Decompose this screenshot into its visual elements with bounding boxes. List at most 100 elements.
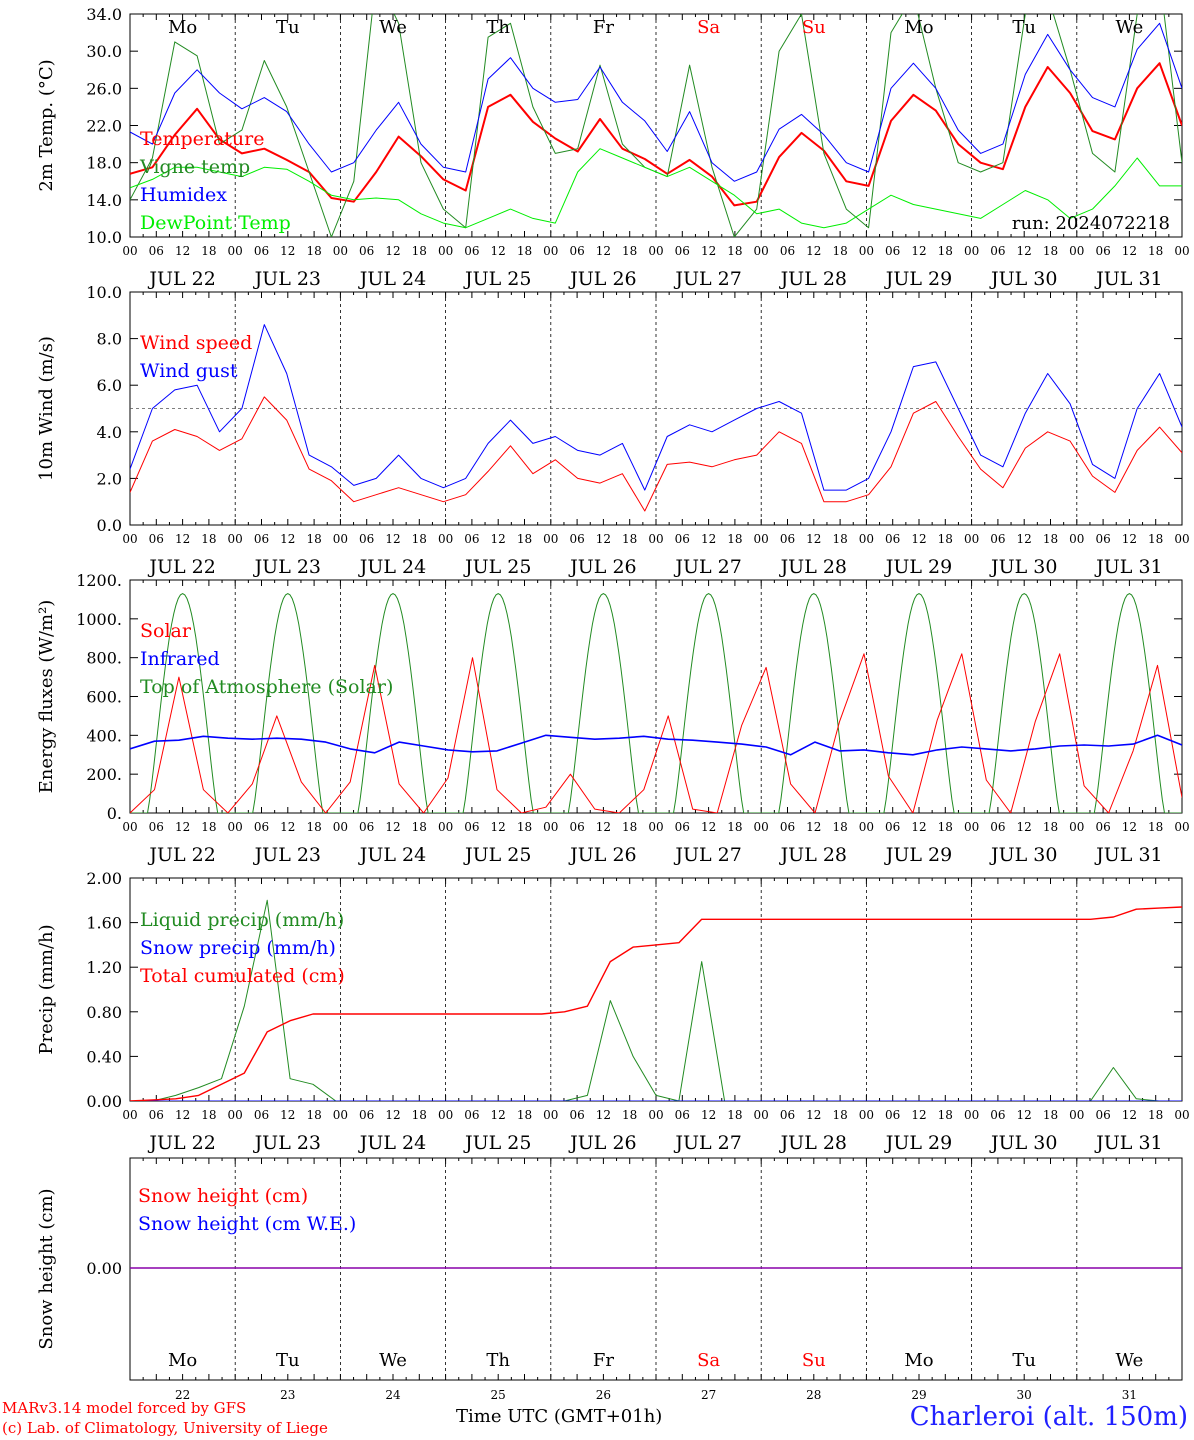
- legend-entry: DewPoint Temp: [140, 212, 291, 234]
- hour-tick-label: 18: [938, 532, 953, 546]
- hour-tick-label: 12: [175, 1108, 190, 1122]
- day-number-label: 24: [385, 1388, 401, 1402]
- hour-tick-label: 00: [964, 532, 979, 546]
- hour-tick-label: 00: [438, 1108, 453, 1122]
- date-label: JUL 23: [253, 556, 321, 578]
- hour-tick-label: 00: [122, 1108, 137, 1122]
- hour-tick-label: 12: [911, 1108, 926, 1122]
- hour-tick-label: 12: [280, 820, 295, 834]
- hour-tick-label: 18: [1148, 1108, 1163, 1122]
- hour-tick-label: 12: [491, 532, 506, 546]
- series-group: [130, 324, 1182, 512]
- hour-tick-label: 18: [306, 532, 321, 546]
- legend-entry: Snow height (cm): [138, 1185, 308, 1207]
- hour-tick-label: 00: [333, 244, 348, 258]
- y-axis-label: Precip (mm/h): [36, 924, 57, 1054]
- hour-tick-label: 18: [622, 532, 637, 546]
- hour-tick-label: 18: [306, 820, 321, 834]
- hour-tick-label: 00: [964, 820, 979, 834]
- date-label: JUL 25: [463, 556, 531, 578]
- hour-tick-label: 06: [254, 532, 269, 546]
- date-label: JUL 23: [253, 268, 321, 290]
- date-label: JUL 23: [253, 1132, 321, 1154]
- hour-tick-label: 12: [175, 532, 190, 546]
- hour-tick-label: 18: [622, 820, 637, 834]
- hour-tick-label: 18: [832, 244, 847, 258]
- hour-tick-label: 06: [1095, 820, 1110, 834]
- hour-tick-label: 06: [149, 1108, 164, 1122]
- hour-tick-label: 00: [1069, 820, 1084, 834]
- hour-tick-label: 18: [1043, 532, 1058, 546]
- day-number-label: 28: [806, 1388, 821, 1402]
- hour-tick-label: 18: [412, 820, 427, 834]
- hour-tick-label: 00: [754, 244, 769, 258]
- hour-tick-label: 18: [832, 1108, 847, 1122]
- date-label: JUL 30: [989, 1132, 1057, 1154]
- legend-entry: Snow precip (mm/h): [140, 937, 336, 959]
- y-tick-label: 4.0: [97, 423, 122, 442]
- hour-tick-label: 18: [938, 244, 953, 258]
- y-tick-label: 0.0: [97, 516, 122, 535]
- hour-tick-label: 18: [1148, 532, 1163, 546]
- date-label: JUL 24: [358, 268, 426, 290]
- weekday-label: Mo: [904, 17, 933, 38]
- hour-tick-label: 00: [543, 1108, 558, 1122]
- hour-tick-label: 06: [149, 532, 164, 546]
- y-tick-label: 400.: [86, 726, 122, 745]
- hour-tick-label: 06: [569, 1108, 584, 1122]
- weekday-label: Th: [486, 17, 510, 38]
- series-line-liquid-precip-mm-h: [130, 899, 1182, 1101]
- legend-entry: Top of Atmosphere (Solar): [140, 676, 393, 698]
- hour-tick-label: 06: [780, 820, 795, 834]
- hour-tick-label: 06: [359, 820, 374, 834]
- date-label: JUL 31: [1094, 1132, 1162, 1154]
- day-number-label: 22: [175, 1388, 190, 1402]
- hour-tick-label: 12: [701, 1108, 716, 1122]
- hour-tick-label: 06: [990, 1108, 1005, 1122]
- date-label: JUL 25: [463, 844, 531, 866]
- y-tick-label: 200.: [86, 765, 122, 784]
- hour-tick-label: 12: [1017, 244, 1032, 258]
- hour-tick-label: 12: [280, 532, 295, 546]
- hour-tick-label: 06: [990, 820, 1005, 834]
- hour-tick-label: 00: [859, 244, 874, 258]
- date-label: JUL 27: [673, 844, 741, 866]
- hour-tick-label: 18: [412, 1108, 427, 1122]
- legend-entry: Wind gust: [140, 360, 238, 382]
- weekday-label: Sa: [697, 1350, 720, 1371]
- day-number-label: 31: [1122, 1388, 1137, 1402]
- station-title: Charleroi (alt. 150m): [909, 1402, 1188, 1432]
- legend-entry: Liquid precip (mm/h): [140, 909, 344, 931]
- hour-tick-label: 12: [1122, 244, 1137, 258]
- hour-tick-label: 00: [648, 532, 663, 546]
- hour-tick-label: 06: [1095, 244, 1110, 258]
- hour-tick-label: 12: [1122, 820, 1137, 834]
- series-line-temperature: [130, 62, 1182, 207]
- hour-tick-label: 12: [806, 532, 821, 546]
- hour-tick-label: 12: [1017, 820, 1032, 834]
- hour-tick-label: 06: [359, 1108, 374, 1122]
- hour-tick-label: 12: [175, 820, 190, 834]
- weekday-label: Tu: [1012, 1350, 1036, 1371]
- panel-4: 0.00 0.40 0.80 1.20 1.60 2.00 Precip (mm/h) Liq…: [36, 869, 1190, 1154]
- hour-tick-label: 18: [517, 820, 532, 834]
- panel-5: 0.00 Snow height (cm) Snow height (cm) Snow…: [36, 1157, 1183, 1402]
- date-label: JUL 29: [884, 1132, 952, 1154]
- weekday-label: Tu: [276, 17, 300, 38]
- hour-tick-label: 00: [1069, 1108, 1084, 1122]
- y-tick-label: 8.0: [97, 330, 122, 349]
- date-label: JUL 28: [779, 556, 847, 578]
- hour-tick-label: 06: [359, 244, 374, 258]
- hour-tick-label: 12: [701, 820, 716, 834]
- hour-tick-label: 06: [464, 820, 479, 834]
- weekday-label: Tu: [276, 1350, 300, 1371]
- hour-tick-label: 12: [491, 244, 506, 258]
- hour-tick-label: 12: [806, 1108, 821, 1122]
- model-credit: MARv3.14 model forced by GFS: [2, 1399, 247, 1417]
- hour-tick-label: 00: [228, 244, 243, 258]
- legend-entry: Temperature: [140, 128, 264, 150]
- hour-tick-label: 00: [859, 532, 874, 546]
- hour-tick-label: 00: [859, 820, 874, 834]
- date-label: JUL 26: [568, 1132, 636, 1154]
- weekday-label: Mo: [168, 1350, 197, 1371]
